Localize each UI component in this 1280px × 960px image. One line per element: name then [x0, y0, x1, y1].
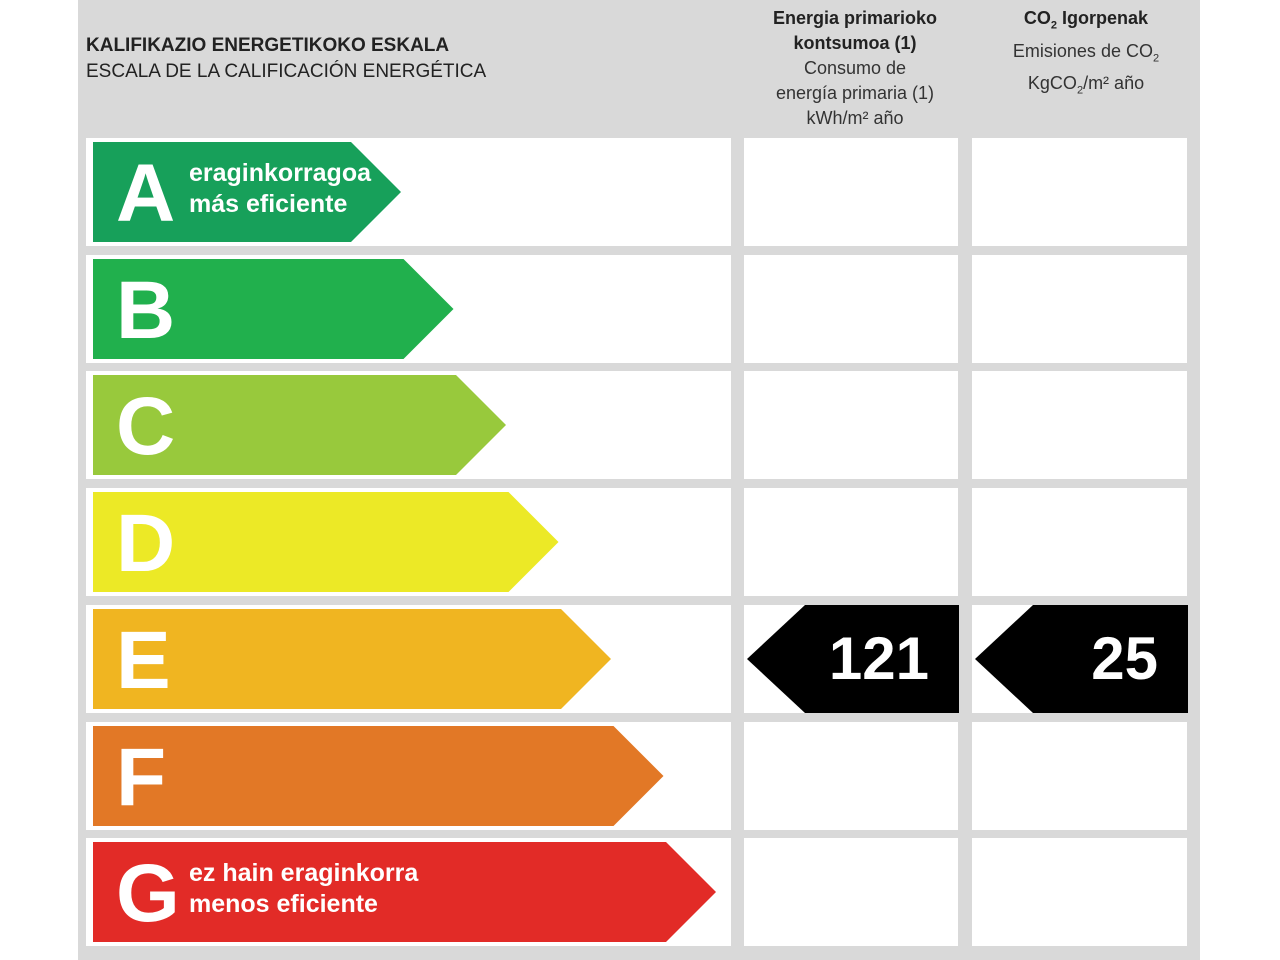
co2-title-eu-sub: 2 [1050, 19, 1058, 32]
co2-column-header: CO2 Igorpenak Emisiones de CO2 KgCO2/m² … [970, 6, 1202, 104]
co2-cell-d [972, 488, 1187, 597]
co2-unit-sub: 2 [1076, 84, 1084, 97]
class-desc-a: eraginkorragoa más eficiente [189, 158, 371, 220]
class-arrow-shape-g [93, 842, 716, 943]
co2-title-es-sub: 2 [1152, 52, 1160, 65]
co2-unit-prefix: KgCO [1027, 73, 1077, 94]
class-arrow-f [93, 725, 664, 826]
energy-column-header: Energia primarioko kontsumoa (1) Consumo… [740, 6, 970, 131]
co2-rating-marker [975, 604, 1188, 713]
energy-rating-value: 121 [828, 624, 929, 692]
energy-cell-f [744, 721, 958, 830]
energy-rating-marker-shape [747, 604, 959, 713]
scale-title-eu: KALIFIKAZIO ENERGETIKOKO ESKALA [86, 35, 450, 56]
co2-cell-f [972, 721, 1187, 830]
class-arrow-shape-d [93, 492, 559, 593]
class-desc-line1-g: ez hain eraginkorra [189, 859, 419, 888]
class-arrow-d [93, 492, 559, 593]
class-arrow-a [93, 142, 401, 242]
scale-title-es: ESCALA DE LA CALIFICACIÓN ENERGÉTICA [86, 61, 487, 82]
class-letter-e: E [116, 614, 171, 706]
co2-rating-marker-shape [975, 604, 1188, 713]
class-desc-line1-a: eraginkorragoa [189, 159, 372, 187]
class-letter-b: B [116, 264, 176, 356]
class-arrow-c [93, 375, 506, 476]
energy-cell-b [744, 254, 958, 363]
co2-cell-a [972, 138, 1187, 246]
class-desc-line2-a: más eficiente [189, 190, 348, 218]
energy-cell-a [744, 138, 958, 246]
class-letter-g: G [116, 848, 180, 940]
class-arrow-shape-e [93, 608, 611, 709]
co2-cell-g [972, 838, 1187, 947]
class-arrow-shape-f [93, 725, 664, 826]
scale-title: KALIFIKAZIO ENERGETIKOKO ESKALA ESCALA D… [86, 33, 486, 85]
co2-rating-value: 25 [1091, 624, 1158, 692]
energy-rating-marker [747, 604, 959, 713]
energy-title-es-1: Consumo de [803, 58, 907, 78]
co2-cell-b [972, 254, 1187, 363]
class-arrow-g [93, 842, 716, 943]
class-arrow-shape-b [93, 258, 454, 359]
class-letter-d: D [116, 498, 176, 590]
class-letter-c: C [116, 381, 176, 473]
co2-title-eu-suffix: Igorpenak [1057, 8, 1149, 28]
co2-title-es-prefix: Emisiones de CO [1012, 40, 1153, 61]
energy-title-eu-1: Energia primarioko [772, 8, 938, 28]
co2-cell-c [972, 371, 1187, 480]
co2-unit: KgCO2/m² año [1027, 73, 1145, 97]
energy-cell-c [744, 371, 958, 480]
energy-cell-g [744, 838, 958, 947]
energy-cell-d [744, 488, 958, 597]
class-letter-f: F [116, 731, 167, 823]
class-arrow-shape-c [93, 375, 506, 476]
energy-title-eu-2: kontsumoa (1) [793, 33, 917, 53]
co2-title-eu: CO2 Igorpenak [1023, 8, 1149, 32]
class-letter-a: A [116, 148, 176, 239]
class-arrow-b [93, 258, 454, 359]
energy-unit: kWh/m² año [806, 108, 904, 128]
class-desc-g: ez hain eraginkorra menos eficiente [189, 858, 418, 920]
class-desc-line2-g: menos eficiente [189, 890, 378, 919]
energy-title-es-2: energía primaria (1) [775, 83, 935, 103]
co2-unit-suffix: /m² año [1083, 73, 1145, 94]
co2-title-eu-prefix: CO [1023, 8, 1051, 28]
class-arrow-e [93, 608, 611, 709]
co2-title-es: Emisiones de CO2 [1012, 40, 1160, 65]
class-arrow-shape-a [93, 142, 401, 242]
